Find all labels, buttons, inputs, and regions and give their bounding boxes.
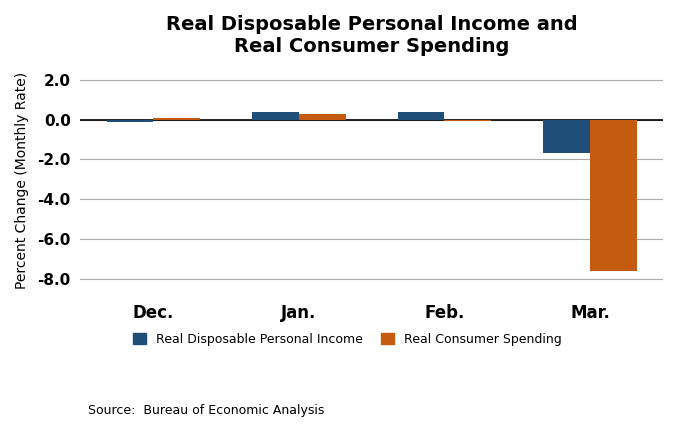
Bar bbox=[398, 112, 445, 120]
Bar bbox=[543, 120, 590, 153]
Bar bbox=[107, 120, 153, 121]
Text: Source:  Bureau of Economic Analysis: Source: Bureau of Economic Analysis bbox=[88, 404, 325, 417]
Y-axis label: Percent Change (Monthly Rate): Percent Change (Monthly Rate) bbox=[15, 72, 29, 289]
Bar bbox=[445, 120, 491, 121]
Bar bbox=[299, 114, 346, 120]
Bar bbox=[590, 120, 637, 271]
Title: Real Disposable Personal Income and
Real Consumer Spending: Real Disposable Personal Income and Real… bbox=[166, 15, 578, 56]
Legend: Real Disposable Personal Income, Real Consumer Spending: Real Disposable Personal Income, Real Co… bbox=[134, 333, 561, 346]
Bar bbox=[252, 112, 299, 120]
Bar bbox=[153, 118, 200, 120]
